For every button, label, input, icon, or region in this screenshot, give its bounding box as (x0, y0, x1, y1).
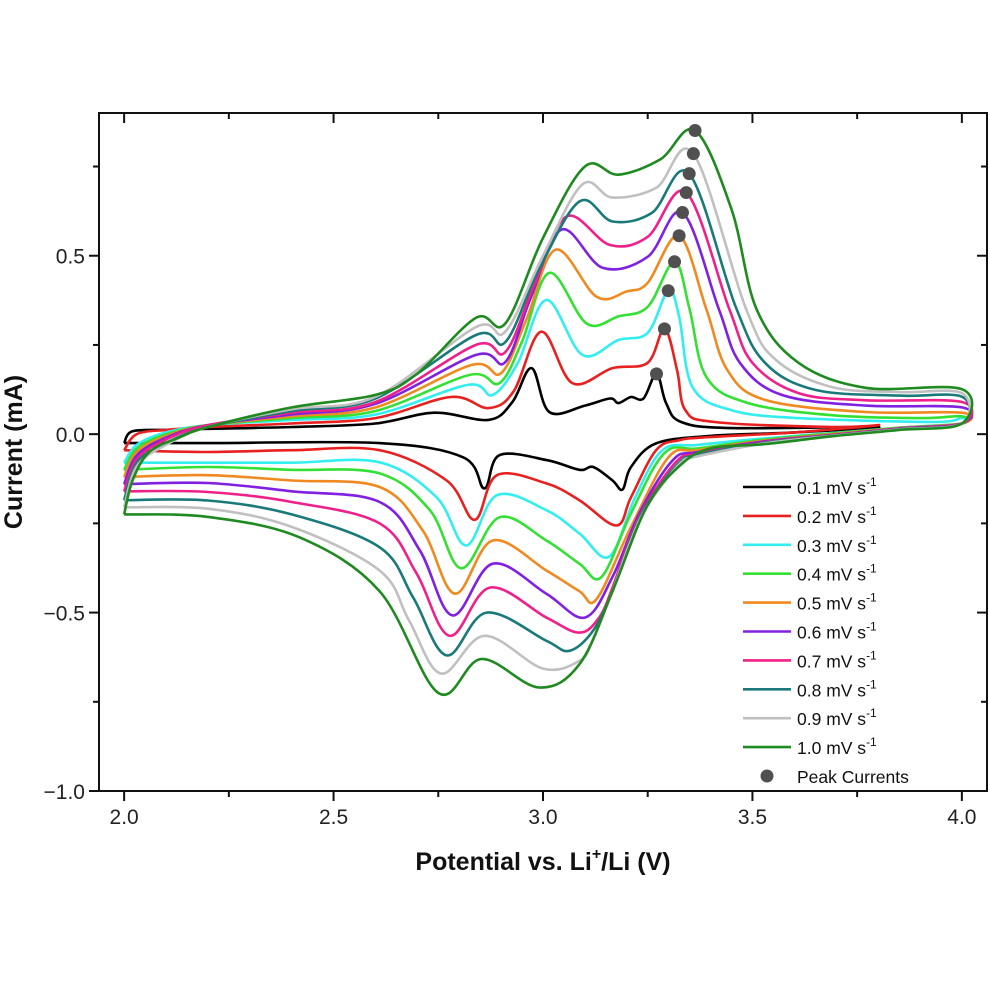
series-line-0.7 (122, 189, 974, 638)
legend-label: 0.2 mV s-1 (797, 504, 877, 527)
legend-item: 0.6 mV s-1 (743, 620, 877, 643)
series-curves (122, 127, 974, 697)
series-line-1.0 (122, 127, 974, 697)
legend-item: 0.2 mV s-1 (743, 504, 877, 527)
y-tick-label: −1.0 (44, 781, 85, 804)
legend-label: 0.4 mV s-1 (797, 562, 877, 585)
peak-current-point (679, 186, 693, 200)
x-axis-title: Potential vs. Li+/Li (V) (415, 846, 670, 876)
legend-label: 0.6 mV s-1 (797, 620, 877, 643)
legend-label: 0.3 mV s-1 (797, 533, 877, 556)
x-tick-label: 3.0 (528, 806, 557, 829)
legend-label: 0.5 mV s-1 (797, 591, 877, 614)
legend-item: 0.7 mV s-1 (743, 648, 877, 671)
legend-label: 0.1 mV s-1 (797, 475, 877, 498)
x-tick-labels: 2.0 2.5 3.0 3.5 4.0 (110, 806, 977, 829)
x-tick-label: 3.5 (738, 806, 767, 829)
y-tick-label: 0.5 (56, 246, 85, 269)
legend-label: 1.0 mV s-1 (797, 735, 877, 758)
peak-current-point (657, 322, 671, 336)
legend-label: 0.8 mV s-1 (797, 677, 877, 700)
series-line-0.6 (122, 210, 974, 620)
series-line-0.1 (122, 366, 881, 492)
axis-ticks (89, 113, 987, 801)
peak-current-point (668, 255, 682, 269)
peak-current-point (688, 123, 702, 137)
peak-current-point (650, 367, 664, 381)
legend-item: 0.1 mV s-1 (743, 475, 877, 498)
legend: 0.1 mV s-1 0.2 mV s-1 0.3 mV s-1 0.4 mV s-1… (743, 475, 909, 787)
peak-current-point (682, 167, 696, 181)
series-line-0.4 (122, 260, 970, 581)
legend-item-peak-currents: Peak Currents (760, 767, 909, 787)
legend-item: 1.0 mV s-1 (743, 735, 877, 758)
legend-item: 0.8 mV s-1 (743, 677, 877, 700)
peak-current-point (661, 284, 675, 298)
peak-current-point (672, 229, 686, 243)
x-tick-label: 2.0 (110, 806, 139, 829)
series-line-0.9 (122, 147, 972, 675)
legend-item: 0.4 mV s-1 (743, 562, 877, 585)
y-axis-title: Current (mA) (0, 375, 28, 529)
series-line-0.5 (122, 234, 974, 605)
legend-item: 0.5 mV s-1 (743, 591, 877, 614)
peak-current-markers (650, 123, 702, 381)
legend-label: 0.7 mV s-1 (797, 648, 877, 671)
series-line-0.3 (123, 289, 970, 559)
y-tick-label: 0.0 (56, 424, 85, 447)
series-line-0.2 (123, 327, 881, 527)
y-tick-label: −0.5 (44, 603, 85, 626)
x-tick-label: 4.0 (947, 806, 976, 829)
legend-item: 0.3 mV s-1 (743, 533, 877, 556)
y-tick-labels: −1.0 −0.5 0.0 0.5 (44, 246, 85, 804)
legend-marker (760, 769, 774, 783)
peak-current-point (686, 147, 700, 161)
legend-label: Peak Currents (797, 767, 909, 787)
x-tick-label: 2.5 (319, 806, 348, 829)
legend-label: 0.9 mV s-1 (797, 706, 877, 729)
peak-current-point (675, 206, 689, 220)
legend-item: 0.9 mV s-1 (743, 706, 877, 729)
